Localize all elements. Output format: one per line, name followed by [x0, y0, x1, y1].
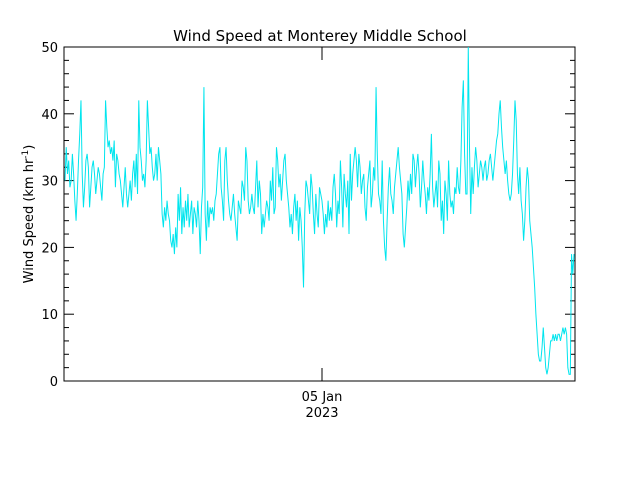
- y-tick-label: 0: [50, 375, 58, 390]
- chart-title: Wind Speed at Monterey Middle School: [173, 27, 467, 45]
- y-tick-label: 30: [41, 175, 58, 190]
- x-tick-label-date: 05 Jan: [302, 390, 343, 405]
- y-tick-label: 50: [41, 41, 58, 56]
- y-axis: 0 10 20 30 40 50: [41, 41, 575, 390]
- y-tick-label: 20: [41, 241, 58, 256]
- series-line-wind-speed: [64, 46, 575, 375]
- y-tick-label: 10: [41, 308, 58, 323]
- plot-frame: [63, 46, 576, 382]
- x-tick-label-year: 2023: [305, 406, 338, 421]
- x-axis: 05 Jan 2023: [302, 47, 343, 421]
- y-axis-label: Wind Speed (km hr-1): [21, 145, 37, 284]
- y-tick-label: 40: [41, 108, 58, 123]
